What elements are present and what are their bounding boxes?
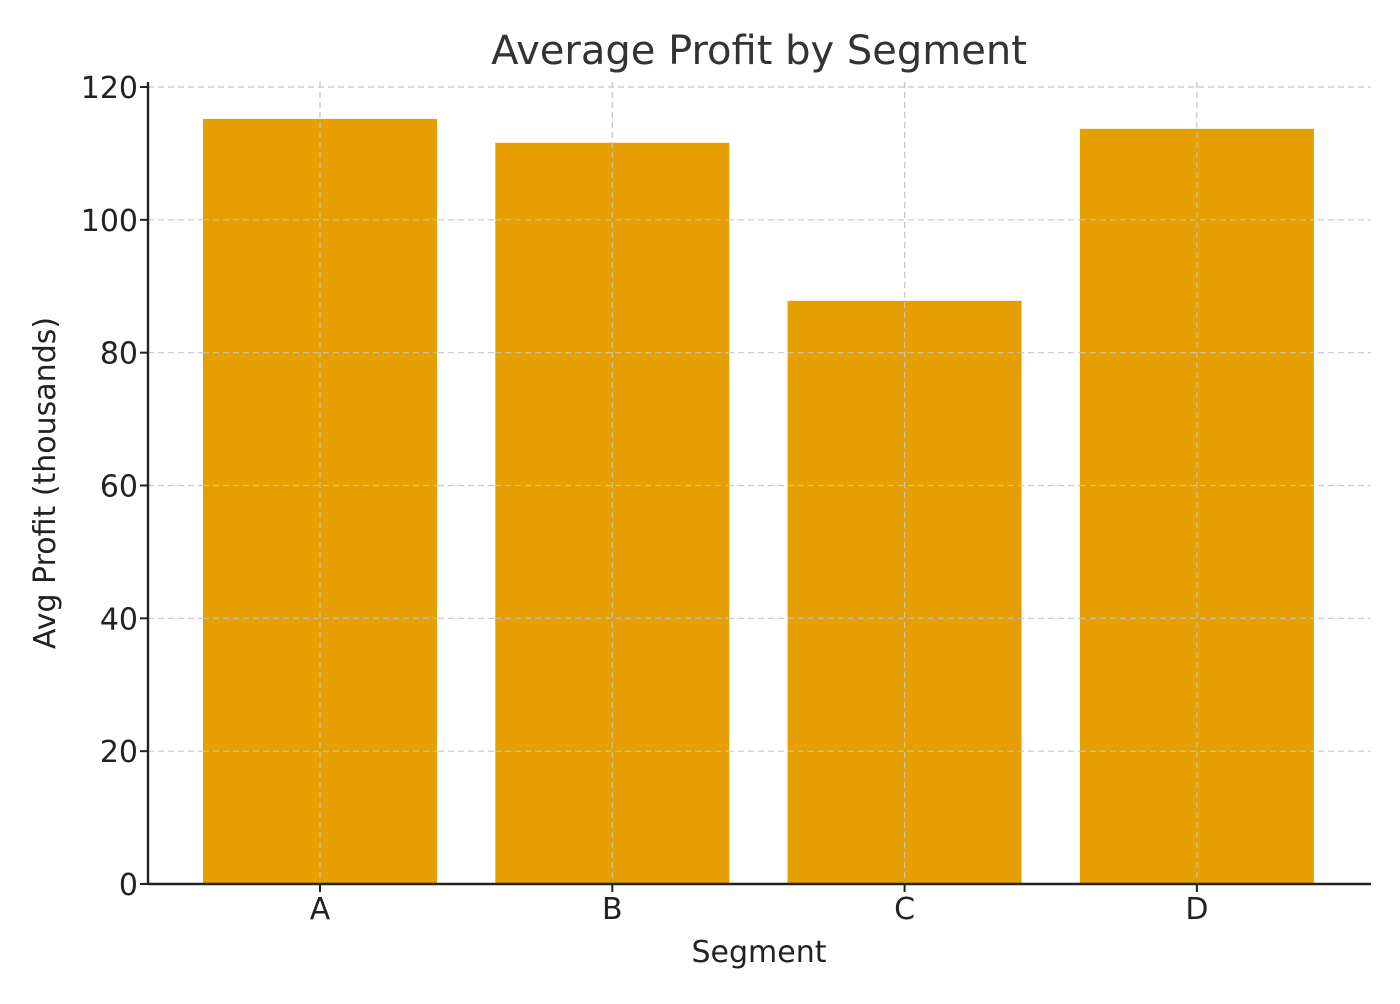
x-tick-label: A [310,892,331,927]
x-ticks: A B C D [310,884,1208,927]
y-tick-label: 0 [119,868,138,903]
y-tick-label: 100 [81,204,138,239]
y-tick-label: 120 [81,71,138,106]
bars [203,82,1314,885]
x-tick-label: C [894,892,915,927]
y-tick-label: 20 [100,735,138,770]
x-axis-label: Segment [692,935,827,970]
y-ticks: 0 20 40 60 80 100 120 [81,71,148,903]
y-tick-label: 60 [100,470,138,505]
y-axis-label: Avg Profit (thousands) [28,317,63,649]
y-tick-label: 80 [100,337,138,372]
y-tick-label: 40 [100,602,138,637]
x-tick-label: D [1185,892,1208,927]
x-tick-label: B [602,892,623,927]
chart-title: Average Profit by Segment [491,28,1027,74]
